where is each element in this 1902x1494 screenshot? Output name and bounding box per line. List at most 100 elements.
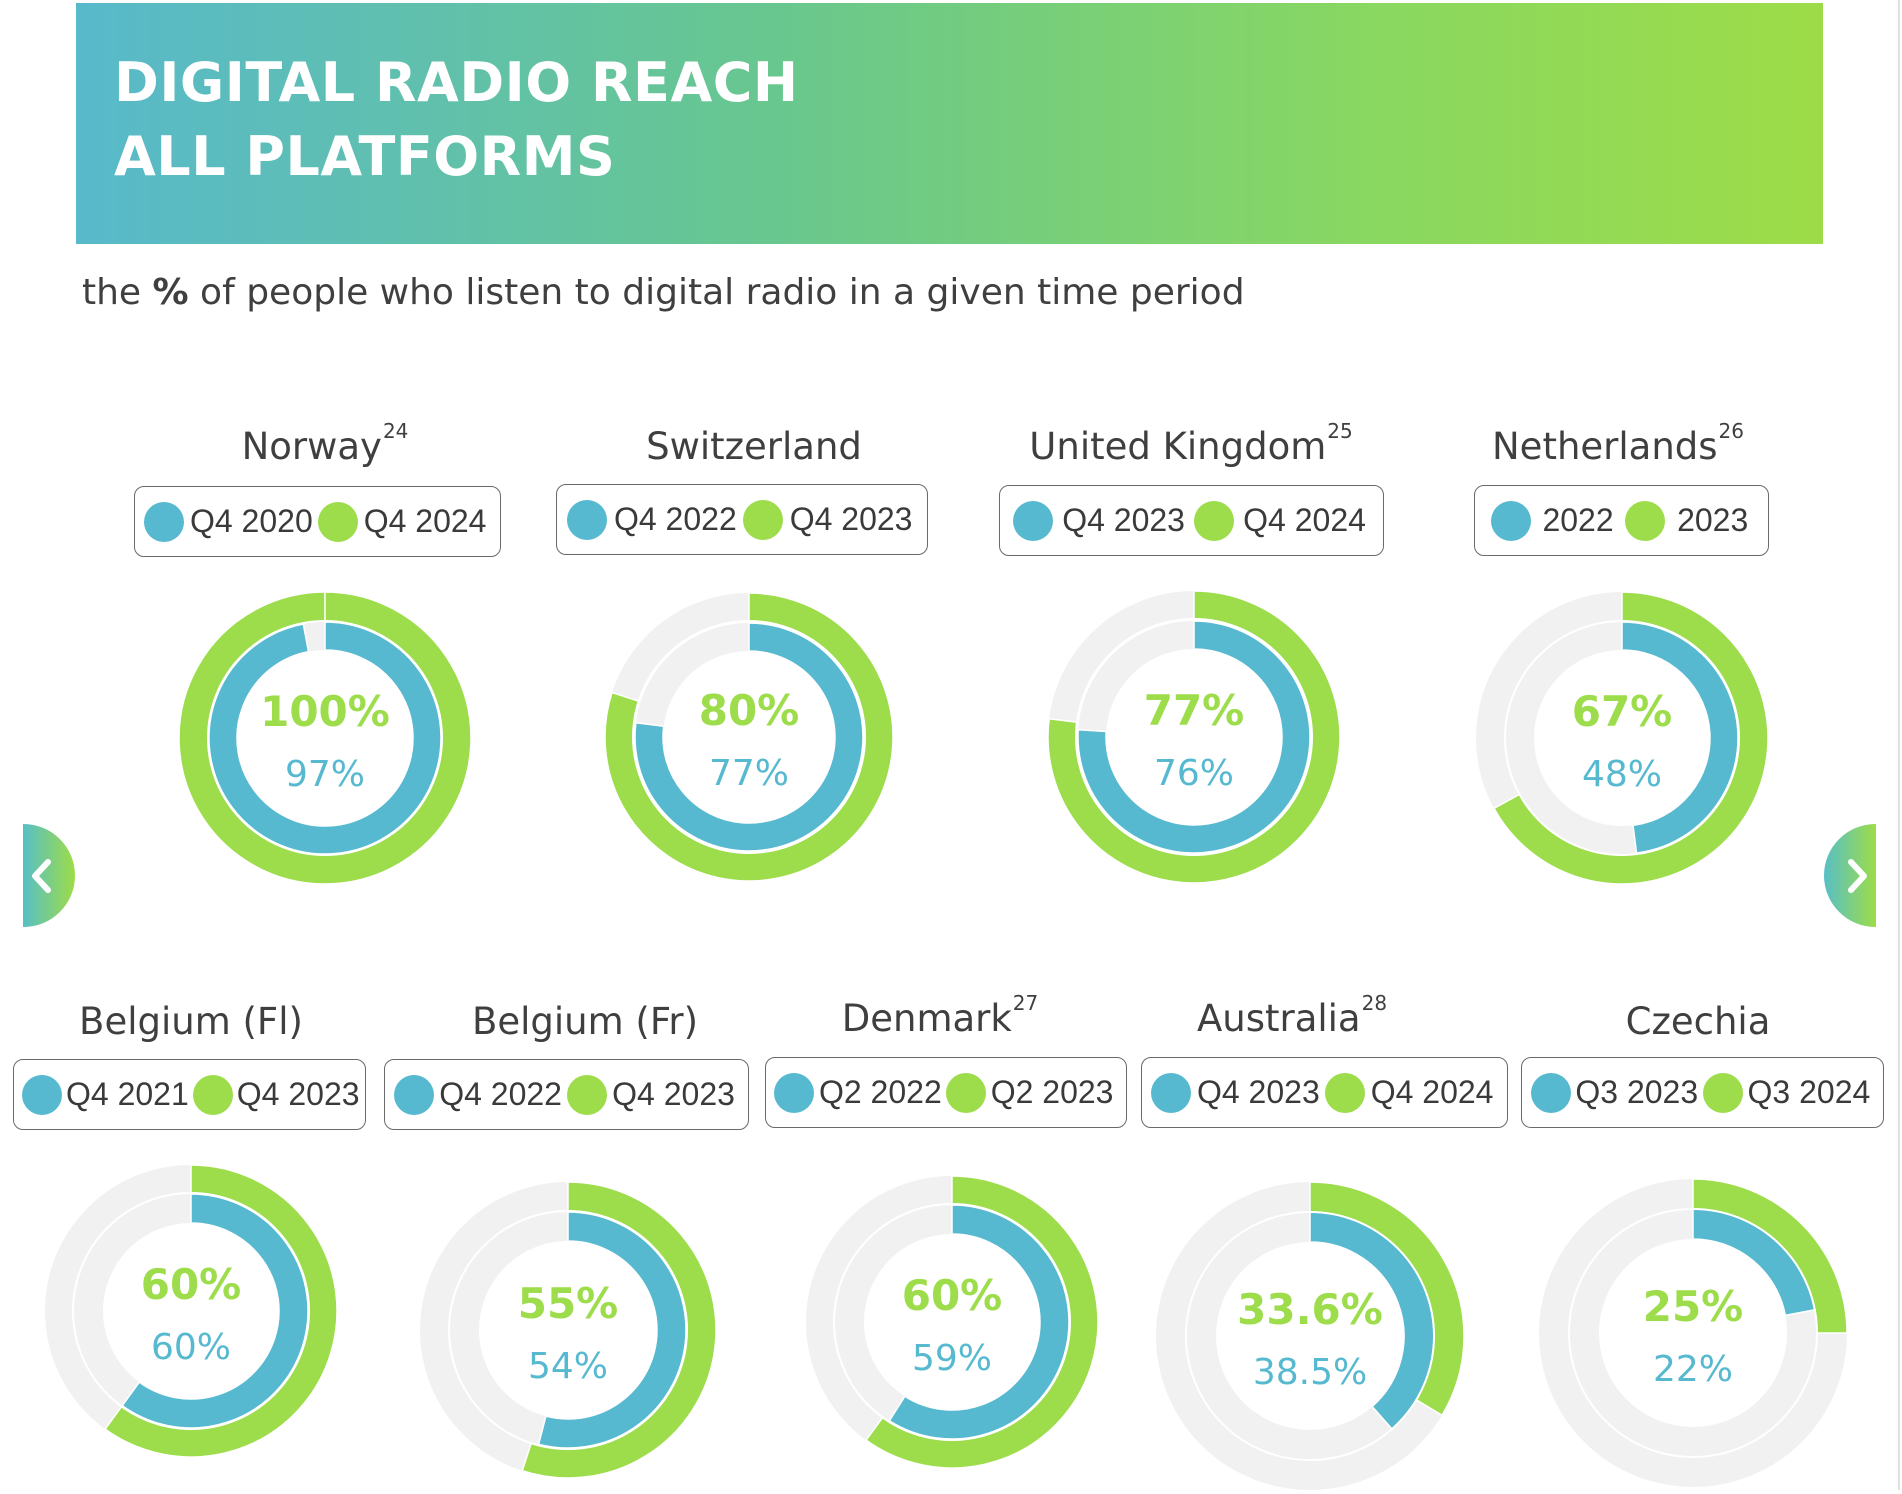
donut-rings: 25%22% xyxy=(1539,1178,1848,1487)
chevron-left-icon xyxy=(32,859,51,893)
inner-arc-previous-period xyxy=(1621,621,1739,854)
legend-swatch-current xyxy=(1702,1072,1743,1113)
chart-title: Norway24 xyxy=(241,419,409,468)
legend-swatch-previous xyxy=(774,1072,815,1113)
previous-period-value: 76% xyxy=(1154,753,1234,794)
legend-label-current: Q4 2024 xyxy=(1243,502,1366,538)
donut-rings: 100% 97% xyxy=(178,591,472,885)
legend-label-current: 2023 xyxy=(1677,502,1749,538)
chart-legend: Q4 2020 Q4 2024 xyxy=(134,486,501,557)
legend-swatch-current xyxy=(743,499,784,540)
donut-rings: 55%54% xyxy=(420,1181,717,1479)
legend-label-previous: Q4 2021 xyxy=(66,1076,189,1112)
legend-swatch-previous xyxy=(1530,1072,1571,1113)
ring-separator xyxy=(72,1192,310,1430)
legend-label-current: Q3 2024 xyxy=(1747,1074,1871,1110)
legend-label-previous: Q4 2023 xyxy=(1196,1074,1320,1110)
previous-period-value: 60% xyxy=(151,1327,231,1368)
ring-separator xyxy=(833,1203,1071,1441)
current-period-value: 80% xyxy=(699,686,800,735)
chevron-right-icon xyxy=(1848,859,1867,893)
legend-swatch-current xyxy=(1194,500,1235,541)
scrollbar-track xyxy=(1898,0,1900,1490)
chart-title: Czechia xyxy=(1626,1000,1771,1043)
country-name: Belgium (Fr) xyxy=(471,1000,699,1043)
footnote-number: 27 xyxy=(1012,991,1039,1015)
current-period-value: 60% xyxy=(902,1271,1003,1320)
chart-legend: Q2 2022 Q2 2023 xyxy=(765,1057,1127,1128)
legend-label-previous: Q2 2022 xyxy=(818,1074,942,1110)
legend-swatch-current xyxy=(946,1072,987,1113)
chart-title: Belgium (Fr) xyxy=(472,1000,698,1043)
footnote-number: 24 xyxy=(382,419,409,443)
legend-label-previous: Q4 2022 xyxy=(439,1076,562,1112)
previous-button[interactable] xyxy=(23,824,75,927)
legend-label-previous: Q4 2022 xyxy=(613,501,737,537)
chart-title: United Kingdom25 xyxy=(1029,419,1352,468)
inner-arc-previous-period xyxy=(634,622,864,852)
page-title-line-1: DIGITAL RADIO REACH xyxy=(114,51,799,114)
ring-separator xyxy=(1504,620,1740,856)
chart-legend: Q4 2023 Q4 2024 xyxy=(1141,1057,1508,1128)
subtitle-prefix: the xyxy=(82,272,153,313)
legend-label-previous: Q4 2023 xyxy=(1062,502,1185,538)
inner-arc-previous-period xyxy=(537,1211,687,1449)
chart-legend: 2022 2023 xyxy=(1474,485,1769,556)
chart-title: Denmark27 xyxy=(841,991,1039,1040)
legend-swatch-previous xyxy=(22,1074,62,1115)
country-name: Australia xyxy=(1196,997,1361,1040)
current-period-value: 55% xyxy=(518,1279,619,1328)
chart-legend: Q4 2023 Q4 2024 xyxy=(999,485,1384,556)
inner-arc-previous-period xyxy=(1077,620,1311,854)
country-name: Denmark xyxy=(841,997,1012,1040)
next-button[interactable] xyxy=(1824,824,1876,927)
ring-separator xyxy=(1568,1208,1818,1458)
footnote-number: 26 xyxy=(1718,419,1744,443)
ring-separator xyxy=(1185,1211,1435,1461)
chart-title: Belgium (Fl) xyxy=(79,1000,303,1043)
previous-period-value: 59% xyxy=(912,1338,992,1379)
legend-label-previous: Q3 2023 xyxy=(1575,1074,1699,1110)
subtitle-suffix: of people who listen to digital radio in… xyxy=(188,272,1245,313)
current-period-value: 67% xyxy=(1572,687,1673,736)
chart-legend: Q4 2022 Q4 2023 xyxy=(384,1059,749,1130)
legend-swatch-previous xyxy=(1490,500,1531,541)
legend-swatch-previous xyxy=(144,501,185,542)
donut-rings: 60%59% xyxy=(806,1175,1099,1469)
legend-swatch-current xyxy=(192,1074,233,1115)
legend-label-current: Q4 2024 xyxy=(1370,1074,1494,1110)
legend-label-previous: 2022 xyxy=(1542,502,1614,538)
current-period-value: 33.6% xyxy=(1237,1285,1383,1334)
legend-swatch-current xyxy=(1625,500,1666,541)
page-title-line-2: ALL PLATFORMS xyxy=(114,125,616,188)
country-name: Switzerland xyxy=(646,425,862,468)
legend-label-current: Q4 2023 xyxy=(612,1076,735,1112)
ring-separator xyxy=(632,620,866,854)
legend-label-current: Q4 2023 xyxy=(789,501,913,537)
inner-arc-previous-period xyxy=(888,1204,1070,1440)
inner-arc-previous-period xyxy=(121,1193,309,1429)
legend-label-previous: Q4 2020 xyxy=(189,503,313,539)
previous-period-value: 54% xyxy=(528,1346,608,1387)
legend-swatch-current xyxy=(567,1074,608,1115)
country-name: Netherlands xyxy=(1492,425,1718,468)
footnote-number: 28 xyxy=(1361,991,1388,1015)
legend-label-current: Q2 2023 xyxy=(990,1074,1114,1110)
legend-swatch-previous xyxy=(1013,500,1054,541)
country-name: Norway xyxy=(241,425,382,468)
subtitle-percent: % xyxy=(152,272,189,313)
country-name: United Kingdom xyxy=(1029,425,1327,468)
legend-swatch-current xyxy=(1325,1072,1366,1113)
ring-separator xyxy=(207,620,443,856)
inner-arc-previous-period xyxy=(208,621,442,855)
header-banner: DIGITAL RADIO REACH ALL PLATFORMS xyxy=(76,3,1823,244)
legend-label-current: Q4 2023 xyxy=(236,1076,360,1112)
current-period-value: 25% xyxy=(1643,1282,1744,1331)
previous-period-value: 22% xyxy=(1653,1349,1733,1390)
donut-rings: 33.6% 38.5% xyxy=(1156,1181,1465,1490)
country-name: Czechia xyxy=(1625,1000,1771,1043)
previous-period-value: 77% xyxy=(709,753,789,794)
current-period-value: 100% xyxy=(260,687,390,736)
donut-rings: 60%60% xyxy=(45,1164,338,1458)
chart-legend: Q4 2021 Q4 2023 xyxy=(13,1059,366,1130)
